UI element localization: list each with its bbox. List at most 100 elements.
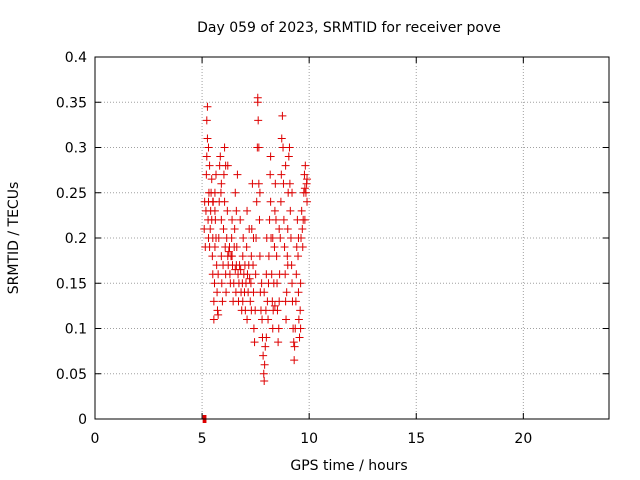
data-point (247, 252, 256, 261)
data-point (210, 279, 219, 288)
y-tick-label: 0.05 (56, 367, 87, 383)
data-point (203, 102, 212, 111)
data-point (217, 279, 226, 288)
data-point (227, 234, 236, 242)
data-point (230, 224, 239, 233)
data-point (238, 252, 247, 261)
data-point (271, 215, 280, 224)
data-point (298, 224, 307, 233)
data-point (277, 170, 286, 179)
data-point (202, 116, 211, 125)
data-point (279, 215, 288, 224)
data-point (202, 170, 211, 179)
data-point (290, 342, 299, 351)
data-point (243, 206, 252, 215)
data-point (219, 170, 228, 179)
data-point (252, 197, 261, 206)
data-point (281, 270, 290, 279)
data-point (266, 197, 275, 206)
data-point (296, 306, 305, 315)
data-point (294, 315, 303, 324)
data-point (210, 243, 219, 252)
data-point (282, 315, 291, 324)
data-point (239, 234, 248, 242)
data-point (250, 338, 259, 347)
data-point (220, 197, 229, 206)
y-tick-label: 0.35 (56, 95, 87, 111)
data-point (236, 265, 245, 274)
data-point (282, 288, 291, 297)
data-point (236, 215, 245, 224)
data-point (273, 306, 282, 315)
data-point (208, 197, 217, 206)
data-point (232, 243, 241, 252)
data-point (228, 252, 237, 261)
y-tick-label: 0 (78, 412, 87, 428)
data-point (291, 297, 300, 306)
data-point (214, 310, 223, 319)
data-point (271, 179, 280, 188)
data-point (260, 360, 269, 369)
data-point (303, 197, 312, 206)
data-point (225, 270, 234, 279)
data-point (204, 143, 213, 152)
data-point (286, 234, 295, 242)
data-point (238, 297, 247, 306)
data-point (246, 279, 255, 288)
data-point (294, 288, 303, 297)
data-point (281, 297, 290, 306)
x-tick-label: 15 (407, 431, 425, 447)
data-point (298, 243, 307, 252)
data-point (264, 315, 273, 324)
data-point (288, 188, 297, 197)
data-point (261, 306, 270, 315)
data-point (223, 206, 232, 215)
data-point (274, 324, 283, 333)
data-point (207, 175, 216, 184)
data-point (242, 243, 251, 252)
data-point (268, 234, 277, 242)
data-point (284, 152, 293, 161)
y-tick-label: 0.4 (65, 50, 87, 66)
data-point (276, 234, 285, 242)
data-point (288, 279, 297, 288)
data-point (283, 261, 292, 270)
data-point (255, 252, 264, 261)
plot-frame (94, 56, 610, 420)
data-point (295, 333, 304, 342)
data-point (296, 279, 305, 288)
data-point (296, 324, 305, 333)
data-point (218, 297, 227, 306)
x-tick-label: 0 (91, 431, 100, 447)
data-point (209, 297, 218, 306)
data-point (254, 116, 263, 125)
data-point (243, 315, 252, 324)
data-point (232, 206, 241, 215)
data-point (249, 324, 258, 333)
data-point (300, 170, 309, 179)
y-tick-label: 0.25 (56, 186, 87, 202)
data-point (214, 234, 223, 242)
data-point (266, 170, 275, 179)
data-point (283, 252, 292, 261)
data-point (222, 288, 231, 297)
y-tick-label: 0.3 (65, 141, 87, 157)
data-point (283, 224, 292, 233)
data-point (273, 279, 282, 288)
data-point (259, 369, 268, 378)
chart-title: Day 059 of 2023, SRMTID for receiver pov… (197, 20, 501, 36)
data-point (249, 288, 258, 297)
data-point (297, 206, 306, 215)
data-point (274, 338, 283, 347)
x-tick-label: 10 (300, 431, 318, 447)
data-point (276, 197, 285, 206)
data-point (205, 161, 214, 170)
data-point (285, 143, 294, 152)
data-point (210, 206, 219, 215)
data-point (289, 338, 298, 347)
data-point (209, 315, 218, 324)
data-point (217, 179, 226, 188)
data-point (262, 333, 271, 342)
x-axis-label: GPS time / hours (290, 458, 407, 474)
